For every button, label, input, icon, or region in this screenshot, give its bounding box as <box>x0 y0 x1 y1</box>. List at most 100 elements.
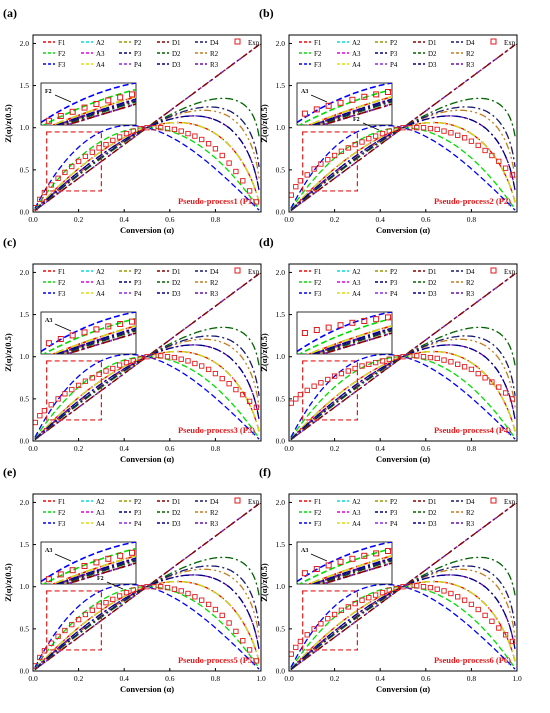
legend-entry: A2 <box>337 498 361 506</box>
exp-point <box>116 593 123 599</box>
exp-point <box>414 353 420 359</box>
exp-point <box>178 128 184 134</box>
exp-point <box>318 380 324 386</box>
exp-point <box>75 158 82 165</box>
legend-label: P2 <box>390 39 398 47</box>
legend-entry: A4 <box>81 61 105 69</box>
exp-point <box>496 384 502 390</box>
legend-label: R2 <box>466 50 475 58</box>
chart-panel: (a) F2 0.0 0.2 0.4 0.6 0.8 0.0 0.5 1.0 1.5 2.0 Conve… <box>3 6 262 235</box>
model-curve-d4 <box>34 565 260 670</box>
panel-title: Pseudo-process4 (P4) <box>434 425 511 435</box>
exp-point <box>164 354 171 360</box>
legend-entry: D3 <box>157 61 181 69</box>
legend-label: F1 <box>314 498 322 506</box>
exp-point <box>82 378 89 384</box>
x-axis-label: Conversion (α) <box>376 684 430 694</box>
inset-label: A3 <box>301 548 308 554</box>
exp-point <box>55 175 61 181</box>
legend-entry: R2 <box>195 509 219 517</box>
legend-entry: P4 <box>375 61 398 69</box>
exp-point <box>137 125 143 132</box>
legend-label: P4 <box>390 520 398 528</box>
x-axis-label: Conversion (α) <box>376 225 430 235</box>
zoom-region <box>46 360 103 421</box>
legend-entry: D1 <box>157 39 181 47</box>
model-curve-f2 <box>34 356 260 439</box>
exp-point <box>489 379 495 385</box>
exp-point <box>103 141 109 148</box>
panel-label: (c) <box>3 235 16 249</box>
exp-point <box>400 584 406 590</box>
exp-point <box>461 364 468 370</box>
legend-label: R2 <box>466 279 475 287</box>
exp-point <box>379 589 386 596</box>
plot-frame <box>288 263 518 442</box>
legend-label: F2 <box>58 50 66 58</box>
exp-point <box>325 616 331 622</box>
exp-point <box>192 133 198 139</box>
legend-label: D1 <box>172 498 181 506</box>
legend-entry: P3 <box>375 279 398 287</box>
exp-point <box>82 611 89 618</box>
x-tick-label: 0.2 <box>330 674 340 683</box>
exp-point <box>62 391 68 397</box>
legend-label: R2 <box>210 279 219 287</box>
panel-label: (b) <box>259 6 274 20</box>
legend-entry: D4 <box>451 268 475 276</box>
legend-label: F3 <box>58 61 66 69</box>
legend-label: F2 <box>58 509 66 517</box>
exp-point <box>33 419 38 426</box>
x-tick-label: 1.0 <box>256 674 266 683</box>
legend-entry: Exp. <box>234 497 261 506</box>
legend-entry: R2 <box>451 50 475 58</box>
legend-label: D4 <box>210 39 219 47</box>
exp-point <box>461 597 468 603</box>
exp-point <box>233 168 239 175</box>
legend-label: F3 <box>314 61 322 69</box>
exp-point <box>37 413 43 419</box>
model-curve-p4 <box>290 273 516 441</box>
exp-point <box>311 166 317 172</box>
y-tick-label: 0.0 <box>276 437 286 446</box>
legend-entry: D1 <box>413 39 437 47</box>
exp-point <box>345 145 351 151</box>
legend-entry: A3 <box>337 279 361 287</box>
x-tick-label: 0.0 <box>284 215 294 224</box>
exp-point <box>164 125 171 132</box>
exp-point <box>400 125 406 131</box>
legend-entry: D2 <box>413 50 437 58</box>
legend-entry: F3 <box>299 290 322 298</box>
legend-entry: F3 <box>43 61 66 69</box>
x-tick-label: 0.0 <box>284 444 294 453</box>
legend-label: F2 <box>314 50 322 58</box>
legend-label: P2 <box>390 268 398 276</box>
model-curve-f2 <box>290 356 516 439</box>
inset-plot: A3 <box>40 311 137 355</box>
legend-entry: F1 <box>299 39 322 47</box>
y-axis-label: Z(α)/z(0.5) <box>259 563 269 602</box>
x-tick-label: 0.4 <box>376 674 386 683</box>
model-curve-f2 <box>290 127 516 210</box>
exp-point <box>420 125 427 131</box>
inset-label: F2 <box>97 576 104 582</box>
exp-point <box>393 126 399 133</box>
legend-entry: Exp. <box>234 267 261 276</box>
legend-label: A2 <box>352 498 361 506</box>
legend-entry: D2 <box>413 509 437 517</box>
plot-frame <box>288 493 518 672</box>
legend-entry: D3 <box>157 520 181 528</box>
inset-plot: F2 <box>40 82 137 126</box>
legend-entry: F3 <box>299 520 322 528</box>
legend-label: P3 <box>390 279 398 287</box>
exp-point <box>475 606 481 613</box>
exp-point <box>171 354 178 361</box>
x-tick-label: 0.8 <box>211 215 221 224</box>
legend-label: R3 <box>210 61 219 69</box>
legend-label: F3 <box>314 520 322 528</box>
exp-point <box>48 402 54 408</box>
legend-entry: D4 <box>451 498 475 506</box>
legend-entry: D1 <box>413 268 437 276</box>
legend-entry: A2 <box>81 39 105 47</box>
plot-frame <box>288 34 518 213</box>
